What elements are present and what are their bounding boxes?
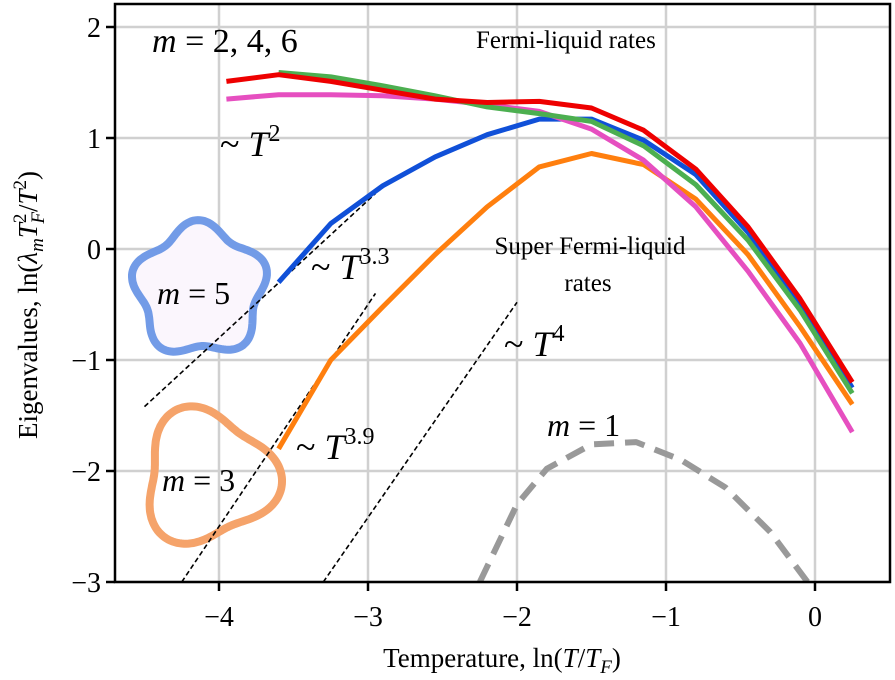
annotation-fermi-liquid-rates: Fermi-liquid rates bbox=[476, 27, 656, 54]
power-law-reference-lines bbox=[143, 192, 518, 582]
annotation-t2: ~ T2 bbox=[220, 121, 281, 164]
x-tick-label: −2 bbox=[502, 602, 532, 633]
m3-mode-shape-icon bbox=[145, 402, 286, 548]
x-tick-label: −3 bbox=[353, 602, 383, 633]
annotation-t4: ~ T4 bbox=[504, 321, 565, 364]
reference-line bbox=[143, 192, 376, 408]
axis-tick-labels: −4 −3 −2 −1 0 2 1 0 −1 −2 −3 bbox=[71, 13, 822, 633]
x-tick-label: −4 bbox=[204, 602, 234, 633]
x-axis-label: Temperature, ln(T/TF) bbox=[383, 643, 621, 678]
series-line bbox=[477, 439, 810, 582]
y-tick-label: −2 bbox=[71, 457, 101, 488]
series-line bbox=[276, 151, 855, 451]
annotation-super-fermi-liquid: Super Fermi-liquid bbox=[495, 233, 686, 260]
series-line bbox=[226, 72, 855, 384]
reference-line bbox=[322, 301, 518, 582]
annotation-m1: m = 1 bbox=[547, 407, 620, 443]
x-tick-label: −1 bbox=[651, 602, 681, 633]
series-line bbox=[278, 70, 855, 395]
annotation-m-2-4-6: m = 2, 4, 6 bbox=[152, 23, 298, 60]
plot-frame bbox=[113, 2, 892, 584]
m5-mode-shape-icon bbox=[128, 216, 271, 356]
annotation-m3: m = 3 bbox=[162, 462, 235, 498]
reference-line bbox=[181, 292, 377, 582]
y-tick-label: 2 bbox=[87, 13, 101, 44]
annotation-t3-9: ~ T3.9 bbox=[296, 424, 375, 467]
annotation-t3-3: ~ T3.3 bbox=[311, 244, 390, 287]
axis-ticks bbox=[106, 25, 817, 591]
y-tick-label: 0 bbox=[87, 235, 101, 266]
y-axis-label: Eigenvalues, ln(λmT2F/T2) bbox=[10, 171, 49, 439]
y-tick-label: 1 bbox=[87, 124, 101, 155]
y-tick-label: −3 bbox=[71, 568, 101, 599]
annotation-super-fermi-liquid-rates: rates bbox=[564, 270, 611, 297]
y-tick-label: −1 bbox=[71, 346, 101, 377]
eigenvalue-series bbox=[226, 70, 855, 582]
x-tick-label: 0 bbox=[808, 602, 822, 633]
annotation-m5: m = 5 bbox=[157, 275, 230, 311]
